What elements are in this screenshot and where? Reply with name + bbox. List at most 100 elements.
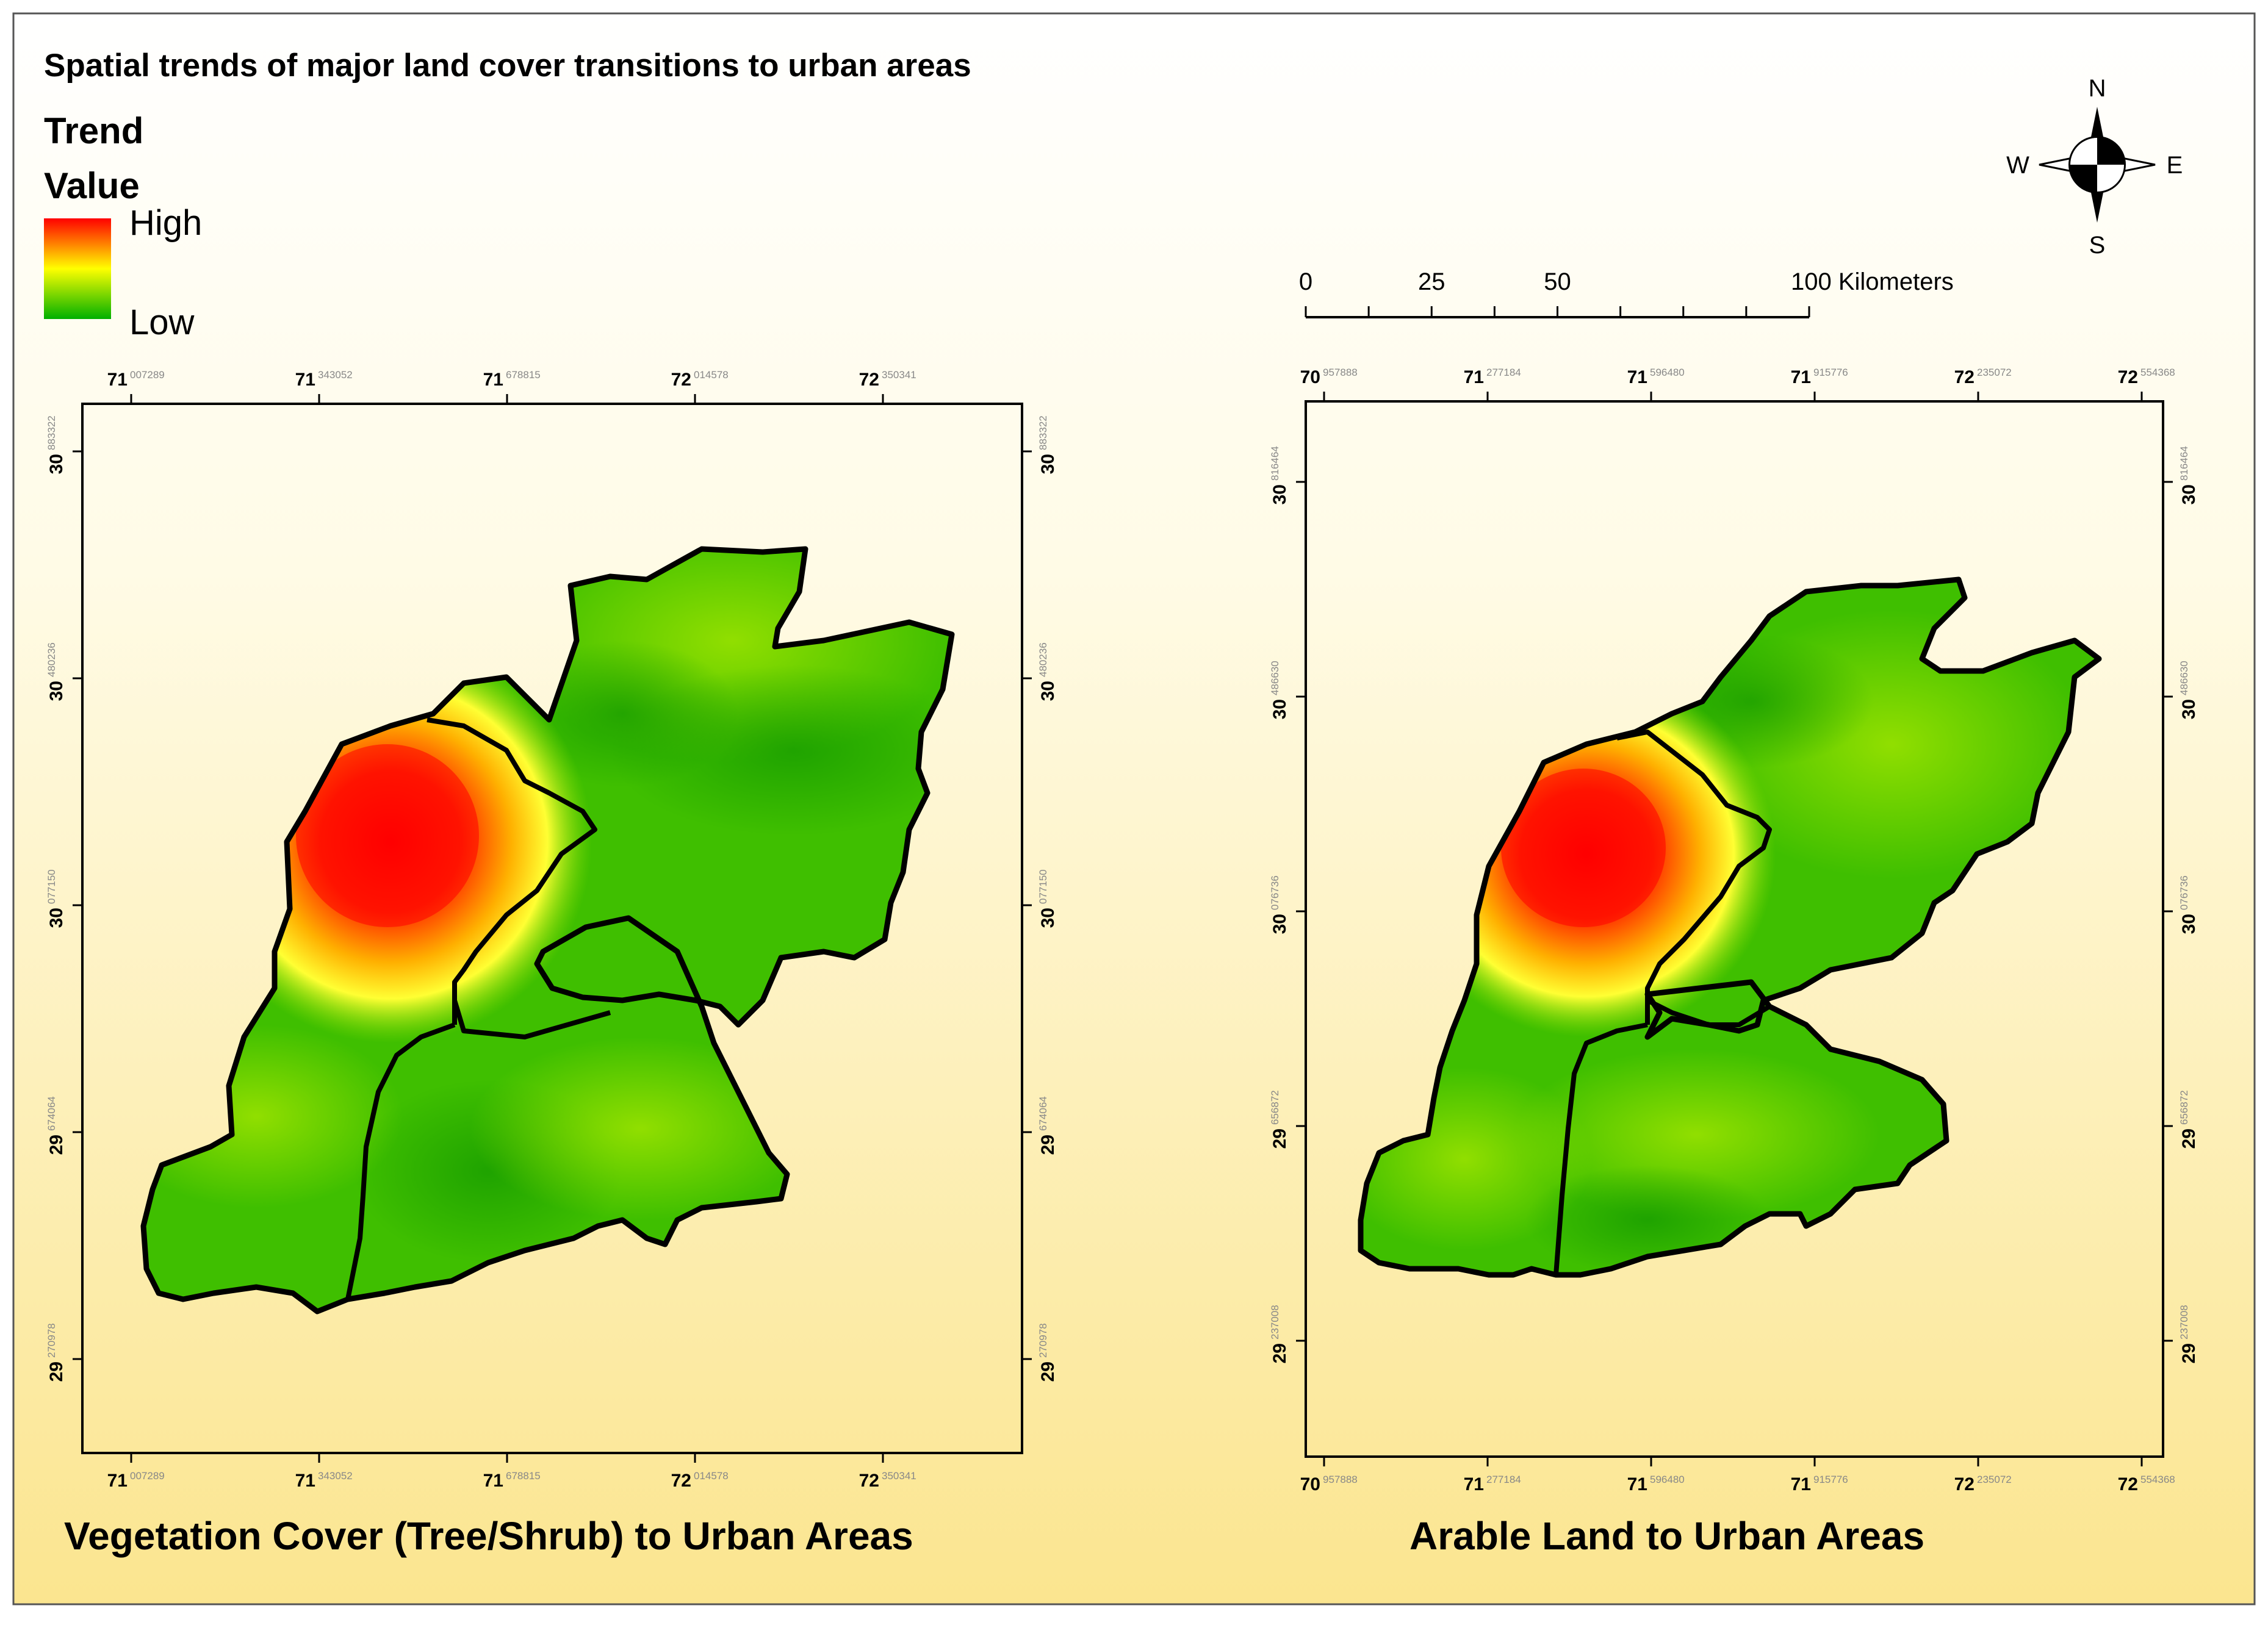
x-tick-decimal: 678815 [506, 369, 541, 381]
x-tick-decimal: 235072 [1977, 1474, 2012, 1485]
y-tick-degree: 30 [46, 681, 67, 701]
y-tick-degree: 30 [1038, 908, 1058, 928]
y-tick-decimal: 656872 [2178, 1090, 2190, 1125]
y-tick-label: 29 656872 [2178, 1090, 2199, 1149]
y-tick-decimal: 674064 [46, 1096, 57, 1131]
district-boundaries [140, 546, 955, 1315]
legend: Trend Value High Low [44, 110, 202, 342]
y-tick-degree: 30 [46, 454, 67, 474]
x-tick-decimal: 915776 [1813, 1474, 1848, 1485]
y-tick-decimal: 656872 [1269, 1090, 1281, 1125]
x-tick-decimal: 554368 [2140, 1474, 2175, 1485]
y-tick-degree: 30 [1038, 681, 1058, 701]
x-tick-decimal: 343052 [318, 369, 353, 381]
x-tick-degree: 71 [1464, 1474, 1484, 1494]
map-frame [81, 403, 1023, 1454]
y-tick-decimal: 076736 [2178, 875, 2190, 910]
scale-bar-label: 25 [1418, 268, 1445, 295]
y-tick-label: 29 674064 [1037, 1096, 1058, 1155]
map-title: Spatial trends of major land cover trans… [44, 48, 971, 84]
district-boundaries [1358, 576, 2102, 1278]
x-tick-degree: 71 [1627, 367, 1647, 387]
y-tick-label: 29 270978 [46, 1323, 67, 1382]
y-tick-label: 29 270978 [1037, 1323, 1058, 1382]
x-tick-decimal: 350341 [882, 1470, 916, 1482]
x-tick-decimal: 554368 [2140, 367, 2175, 378]
x-tick-degree: 71 [1791, 367, 1811, 387]
y-tick-degree: 30 [1038, 454, 1058, 474]
x-tick-decimal: 007289 [130, 369, 165, 381]
y-tick-label: 30 076736 [1269, 875, 1290, 934]
y-tick-decimal: 077150 [1037, 869, 1049, 904]
x-tick-degree: 72 [671, 1471, 691, 1491]
y-tick-decimal: 816464 [2178, 446, 2190, 481]
y-tick-degree: 30 [2179, 484, 2199, 504]
x-tick-degree: 71 [483, 1471, 503, 1491]
x-tick-decimal: 957888 [1323, 1474, 1358, 1485]
x-tick-decimal: 596480 [1650, 1474, 1685, 1485]
y-tick-degree: 29 [1270, 1128, 1290, 1149]
y-tick-label: 30 883322 [46, 415, 67, 474]
y-tick-degree: 29 [2179, 1128, 2199, 1149]
district-boundary-line [452, 999, 611, 1039]
x-tick-degree: 71 [483, 370, 503, 390]
y-tick-degree: 30 [1270, 699, 1290, 719]
map-caption: Vegetation Cover (Tree/Shrub) to Urban A… [64, 1514, 913, 1558]
district-boundary-line [427, 717, 597, 1025]
y-tick-decimal: 674064 [1037, 1096, 1049, 1131]
district-outline [140, 546, 955, 1315]
x-tick-degree: 70 [1300, 367, 1320, 387]
y-tick-decimal: 480236 [46, 642, 57, 677]
x-tick-degree: 71 [107, 1471, 128, 1491]
x-tick-decimal: 014578 [694, 1470, 729, 1482]
legend-heading-value: Value [44, 165, 140, 206]
y-tick-decimal: 270978 [1037, 1323, 1049, 1358]
x-tick-degree: 70 [1300, 1474, 1320, 1494]
x-tick-degree: 71 [1791, 1474, 1811, 1494]
y-tick-label: 30 816464 [1269, 446, 1290, 504]
x-tick-decimal: 678815 [506, 1470, 541, 1482]
map-frame [1305, 400, 2164, 1458]
y-tick-label: 30 077150 [1037, 869, 1058, 928]
y-tick-degree: 29 [1038, 1135, 1058, 1155]
y-tick-label: 30 480236 [1037, 642, 1058, 701]
y-tick-decimal: 237008 [1269, 1305, 1281, 1340]
district-boundary-line [1646, 998, 1771, 1027]
x-tick-degree: 72 [1954, 1474, 1975, 1494]
legend-low-label: Low [129, 303, 195, 342]
map-caption: Arable Land to Urban Areas [1409, 1514, 1924, 1558]
x-tick-decimal: 343052 [318, 1470, 353, 1482]
y-tick-degree: 30 [1270, 914, 1290, 934]
y-tick-degree: 29 [1270, 1343, 1290, 1363]
x-tick-decimal: 596480 [1650, 367, 1685, 378]
y-tick-label: 29 237008 [1269, 1305, 1290, 1363]
district-outline [1358, 576, 2102, 1278]
y-tick-label: 29 674064 [46, 1096, 67, 1155]
y-tick-decimal: 883322 [46, 415, 57, 450]
y-tick-decimal: 076736 [1269, 875, 1281, 910]
x-tick-degree: 72 [2118, 1474, 2138, 1494]
y-tick-degree: 29 [1038, 1361, 1058, 1382]
scale-bar-label: 0 [1299, 268, 1312, 295]
x-tick-degree: 72 [671, 370, 691, 390]
compass-s-label: S [2089, 232, 2106, 259]
x-tick-degree: 71 [1464, 367, 1484, 387]
y-tick-decimal: 486630 [2178, 661, 2190, 695]
x-tick-decimal: 957888 [1323, 367, 1358, 378]
x-tick-decimal: 014578 [694, 369, 729, 381]
y-tick-decimal: 486630 [1269, 661, 1281, 695]
x-tick-degree: 72 [1954, 367, 1975, 387]
y-tick-label: 30 486630 [1269, 661, 1290, 719]
y-tick-degree: 30 [2179, 914, 2199, 934]
x-tick-decimal: 915776 [1813, 367, 1848, 378]
y-tick-label: 30 480236 [46, 642, 67, 701]
compass-n-label: N [2089, 75, 2106, 102]
compass-e-label: E [2167, 152, 2183, 179]
north-arrow-icon: N S E W [2006, 75, 2183, 259]
legend-color-ramp [44, 218, 111, 319]
legend-heading-trend: Trend [44, 110, 143, 151]
x-tick-degree: 71 [107, 370, 128, 390]
